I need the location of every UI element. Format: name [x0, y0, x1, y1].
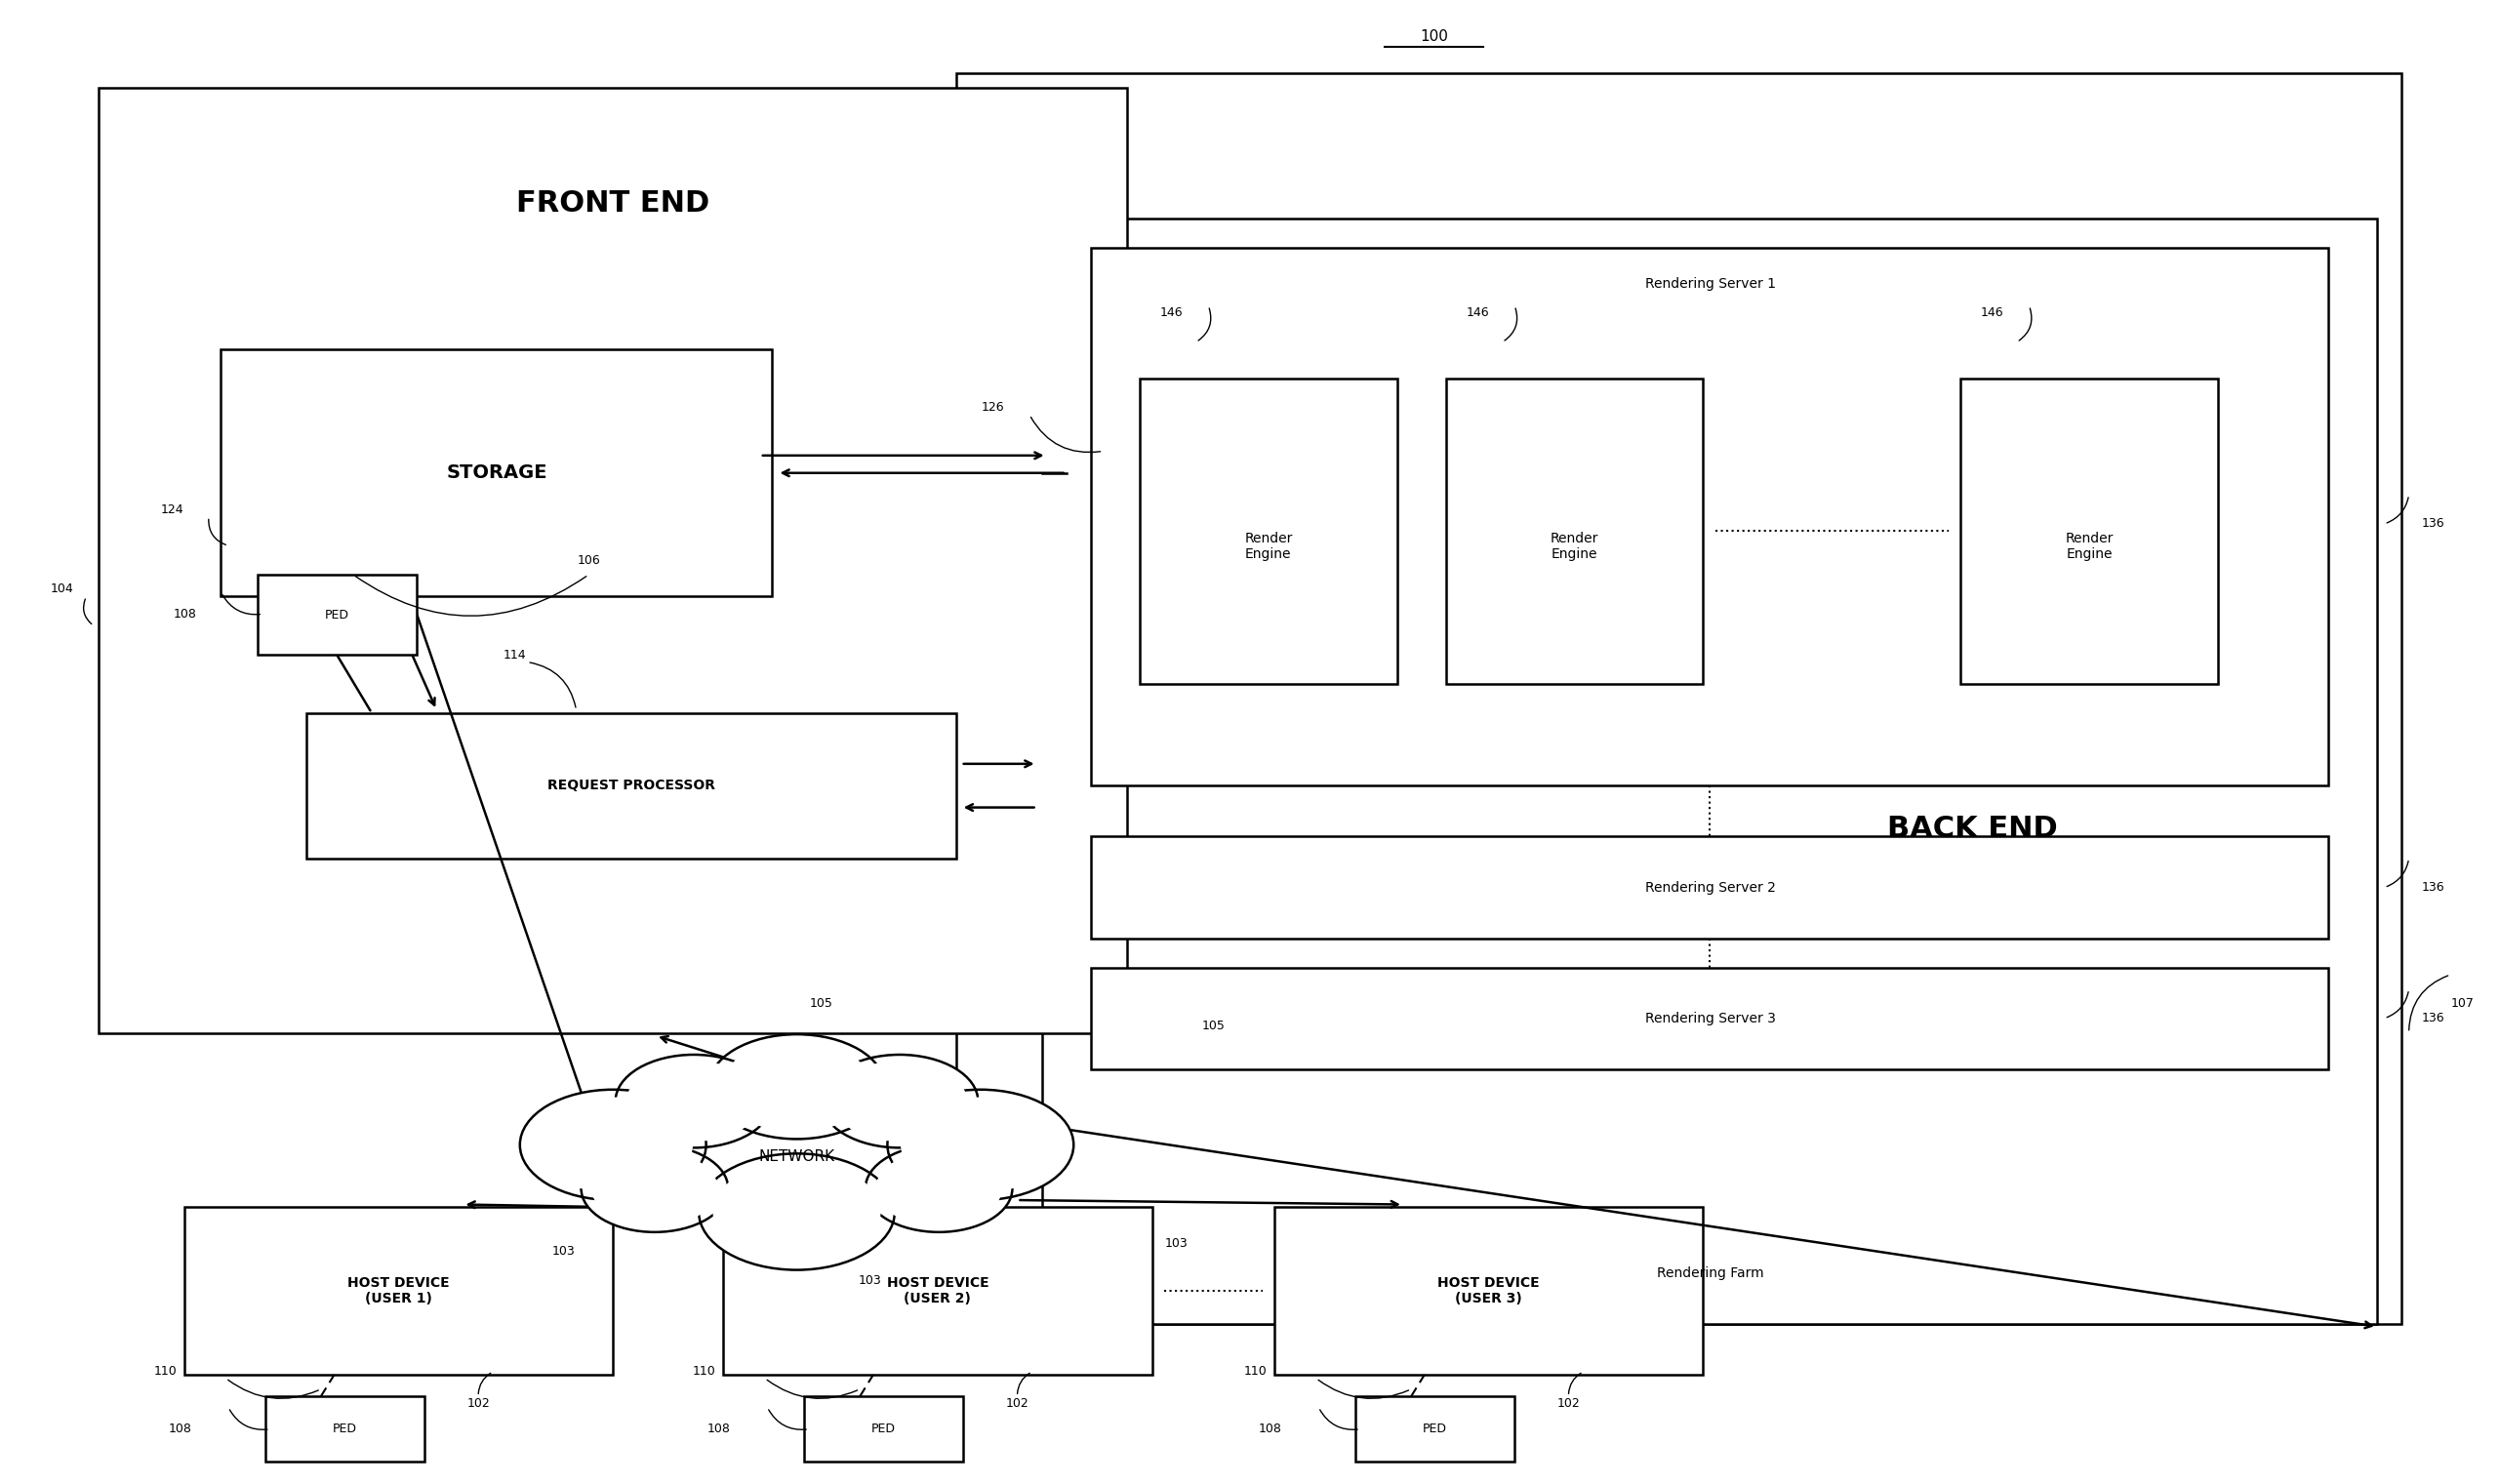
Text: 108: 108 — [168, 1423, 192, 1435]
Circle shape — [820, 1055, 977, 1147]
Text: 126: 126 — [980, 401, 1005, 414]
Bar — [185, 1208, 612, 1374]
Circle shape — [628, 1061, 760, 1141]
Text: 146: 146 — [1980, 307, 2005, 319]
Text: Render
Engine: Render Engine — [1550, 531, 1598, 561]
Bar — [220, 349, 772, 597]
Text: 106: 106 — [578, 554, 600, 567]
Text: PED: PED — [1422, 1423, 1447, 1435]
Text: HOST DEVICE
(USER 1): HOST DEVICE (USER 1) — [348, 1276, 450, 1306]
Text: 108: 108 — [707, 1423, 730, 1435]
Text: STORAGE: STORAGE — [445, 463, 548, 482]
Text: 114: 114 — [502, 649, 528, 660]
Bar — [1355, 1396, 1515, 1462]
Text: 136: 136 — [2422, 881, 2445, 893]
Text: PED: PED — [332, 1423, 358, 1435]
Bar — [307, 712, 955, 858]
Circle shape — [707, 1034, 885, 1140]
Circle shape — [580, 1144, 727, 1232]
Text: 146: 146 — [1160, 307, 1182, 319]
Text: 107: 107 — [2450, 997, 2475, 1011]
Circle shape — [615, 1055, 772, 1147]
Text: 103: 103 — [552, 1245, 575, 1257]
Bar — [265, 1396, 425, 1462]
Text: 104: 104 — [50, 583, 72, 595]
Text: 103: 103 — [1165, 1238, 1187, 1250]
Text: REQUEST PROCESSOR: REQUEST PROCESSOR — [548, 779, 715, 792]
Circle shape — [520, 1089, 705, 1201]
Text: Render
Engine: Render Engine — [2065, 531, 2112, 561]
Text: Rendering Server 1: Rendering Server 1 — [1645, 278, 1775, 291]
Text: 136: 136 — [2422, 518, 2445, 530]
Text: BACK END: BACK END — [1888, 815, 2058, 843]
Text: FRONT END: FRONT END — [517, 190, 710, 218]
Text: 146: 146 — [1468, 307, 1490, 319]
Text: 110: 110 — [1245, 1365, 1268, 1377]
Text: PED: PED — [872, 1423, 895, 1435]
Bar — [1090, 968, 2327, 1068]
Text: HOST DEVICE
(USER 2): HOST DEVICE (USER 2) — [888, 1276, 988, 1306]
Circle shape — [712, 1162, 880, 1261]
Text: 124: 124 — [160, 503, 182, 515]
Text: 102: 102 — [1005, 1398, 1030, 1410]
Circle shape — [888, 1089, 1072, 1201]
Text: 100: 100 — [1420, 30, 1447, 45]
Text: 105: 105 — [1202, 1020, 1225, 1031]
Circle shape — [592, 1152, 717, 1226]
Bar — [1042, 218, 2378, 1324]
Text: 102: 102 — [468, 1398, 490, 1410]
Bar — [1140, 378, 1397, 684]
Bar — [257, 574, 418, 654]
Text: Rendering Farm: Rendering Farm — [1658, 1266, 1765, 1279]
Text: 102: 102 — [1558, 1398, 1580, 1410]
Circle shape — [865, 1144, 1013, 1232]
Bar — [1445, 378, 1702, 684]
Text: 108: 108 — [173, 607, 198, 620]
Bar — [98, 88, 1128, 1033]
Text: 110: 110 — [693, 1365, 715, 1377]
Text: NETWORK: NETWORK — [757, 1149, 835, 1163]
Text: 110: 110 — [152, 1365, 177, 1377]
Bar — [955, 73, 2402, 1324]
Text: 105: 105 — [810, 997, 832, 1011]
Text: 108: 108 — [1258, 1423, 1282, 1435]
Text: HOST DEVICE
(USER 3): HOST DEVICE (USER 3) — [1437, 1276, 1540, 1306]
Bar — [1960, 378, 2218, 684]
Text: 103: 103 — [858, 1273, 882, 1287]
Bar — [1090, 248, 2327, 785]
Text: Rendering Server 2: Rendering Server 2 — [1645, 880, 1775, 895]
Circle shape — [877, 1152, 1002, 1226]
Bar — [722, 1208, 1152, 1374]
Bar — [1090, 837, 2327, 938]
Text: 136: 136 — [2422, 1012, 2445, 1024]
Bar — [805, 1396, 963, 1462]
Circle shape — [535, 1098, 693, 1192]
Bar — [1275, 1208, 1703, 1374]
Text: Rendering Server 3: Rendering Server 3 — [1645, 1012, 1775, 1025]
Circle shape — [902, 1098, 1060, 1192]
Text: PED: PED — [325, 608, 350, 622]
Circle shape — [832, 1061, 968, 1141]
Circle shape — [700, 1153, 895, 1270]
Text: Render
Engine: Render Engine — [1245, 531, 1292, 561]
Circle shape — [722, 1042, 872, 1131]
